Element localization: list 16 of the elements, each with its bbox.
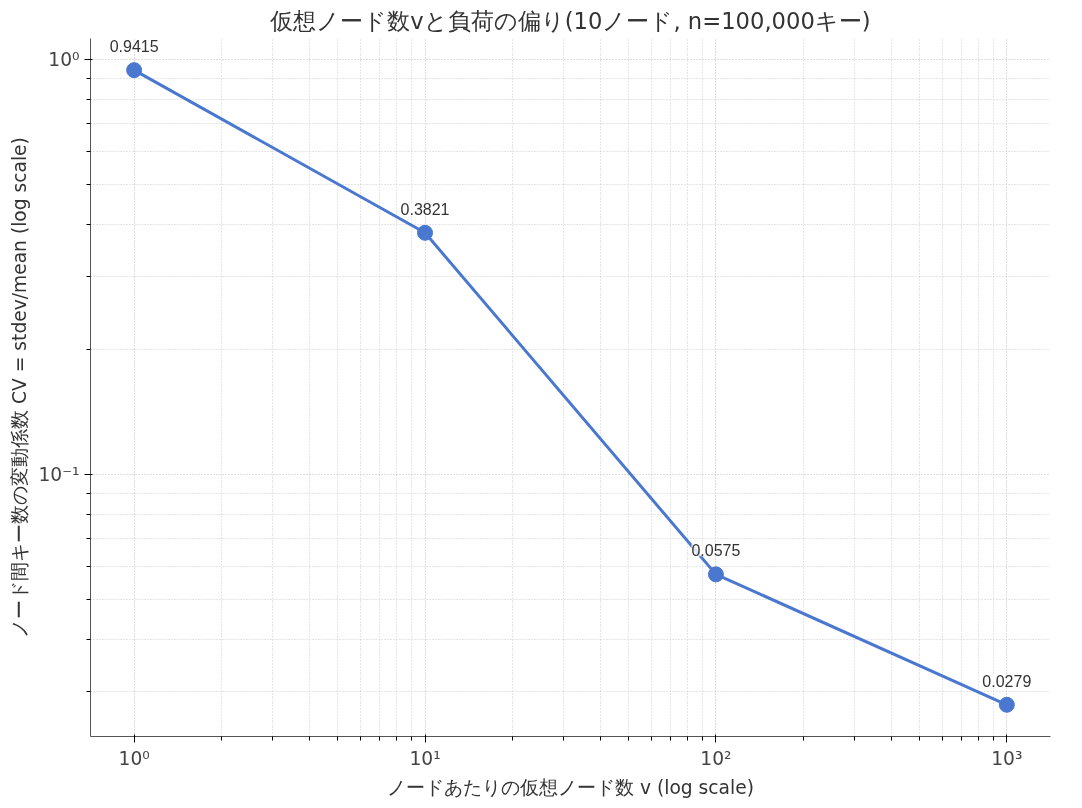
data-label: 0.9415 [109, 38, 159, 56]
x-tick-label: 10³ [991, 747, 1023, 769]
chart-title: 仮想ノード数vと負荷の偏り(10ノード, n=100,000キー) [269, 7, 871, 34]
x-tick-label: 10⁰ [118, 747, 150, 769]
data-label: 0.3821 [400, 200, 450, 218]
x-tick-label: 10¹ [409, 747, 441, 769]
x-tick-label: 10² [700, 747, 732, 769]
data-label: 0.0279 [982, 672, 1032, 690]
point [998, 696, 1015, 713]
y-tick-label: 10⁻¹ [38, 464, 80, 486]
y-axis-title: ノード間キー数の変動係数 CV = stdev/mean (log scale) [9, 137, 31, 638]
x-axis-title: ノードあたりの仮想ノード数 v (log scale) [387, 776, 754, 798]
point [417, 224, 434, 241]
point [126, 62, 143, 79]
data-label: 0.0575 [691, 542, 741, 560]
point [707, 566, 724, 583]
